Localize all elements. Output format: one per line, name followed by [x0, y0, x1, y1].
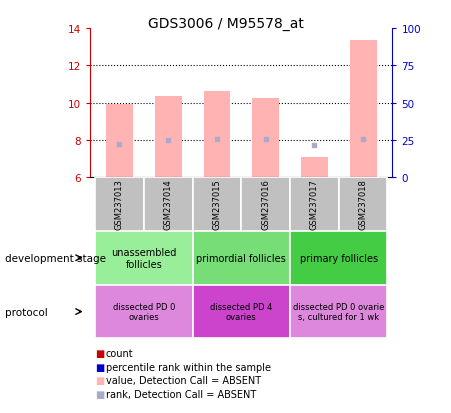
Bar	[193, 285, 290, 339]
Bar	[290, 231, 387, 285]
Text: ■: ■	[95, 375, 104, 385]
Text: GSM237015: GSM237015	[212, 179, 221, 230]
Text: GSM237013: GSM237013	[115, 179, 124, 230]
Bar	[193, 231, 290, 285]
Text: dissected PD 0
ovaries: dissected PD 0 ovaries	[113, 302, 175, 321]
Text: unassembled
follicles: unassembled follicles	[111, 247, 176, 269]
Text: GSM237017: GSM237017	[310, 179, 319, 230]
Bar	[252, 99, 279, 178]
Text: percentile rank within the sample: percentile rank within the sample	[106, 362, 271, 372]
Text: ■: ■	[95, 389, 104, 399]
Bar	[95, 285, 193, 339]
Text: dissected PD 4
ovaries: dissected PD 4 ovaries	[210, 302, 272, 321]
Text: count: count	[106, 348, 133, 358]
Text: GSM237018: GSM237018	[359, 179, 368, 230]
Text: GSM237016: GSM237016	[261, 179, 270, 230]
Text: primary follicles: primary follicles	[300, 253, 378, 263]
Bar	[144, 178, 193, 231]
Text: rank, Detection Call = ABSENT: rank, Detection Call = ABSENT	[106, 389, 256, 399]
Bar	[95, 178, 144, 231]
Text: ■: ■	[95, 348, 104, 358]
Text: dissected PD 0 ovarie
s, cultured for 1 wk: dissected PD 0 ovarie s, cultured for 1 …	[293, 302, 384, 321]
Bar	[106, 105, 133, 178]
Bar	[193, 178, 241, 231]
Bar	[301, 158, 328, 178]
Text: GDS3006 / M95578_at: GDS3006 / M95578_at	[147, 17, 304, 31]
Text: primordial follicles: primordial follicles	[196, 253, 286, 263]
Bar	[350, 41, 377, 178]
Bar	[95, 231, 193, 285]
Bar	[339, 178, 387, 231]
Text: protocol: protocol	[5, 307, 47, 317]
Bar	[241, 178, 290, 231]
Text: development stage: development stage	[5, 253, 106, 263]
Bar	[155, 97, 182, 178]
Text: ■: ■	[95, 362, 104, 372]
Text: value, Detection Call = ABSENT: value, Detection Call = ABSENT	[106, 375, 261, 385]
Bar	[290, 178, 339, 231]
Bar	[290, 285, 387, 339]
Bar	[203, 92, 230, 178]
Text: GSM237014: GSM237014	[164, 179, 173, 230]
